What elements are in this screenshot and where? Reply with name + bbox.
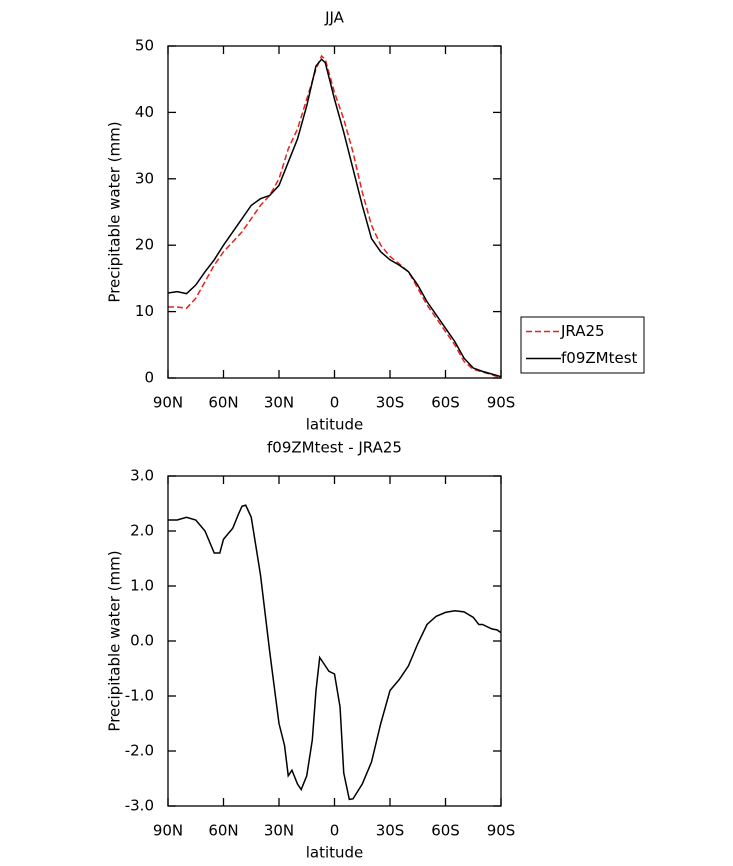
y-axis-label: Precipitable water (mm): [106, 121, 124, 302]
x-axis-label: latitude: [306, 416, 364, 434]
legend-label: f09ZMtest: [561, 349, 638, 367]
data-line: [167, 58, 502, 378]
y-tick-label: 1.0: [130, 577, 154, 595]
y-tick-label: -2.0: [125, 742, 154, 760]
chart-title: JJA: [324, 9, 345, 27]
y-tick-label: 30: [135, 169, 154, 187]
x-tick-label: 60N: [208, 394, 238, 412]
legend-label: JRA25: [560, 322, 605, 340]
y-axis-label: Precipitable water (mm): [106, 550, 124, 731]
legend-box: [520, 316, 645, 374]
data-line: [168, 54, 502, 379]
x-tick-label: 90S: [487, 822, 516, 840]
x-tick-label: 60S: [431, 822, 460, 840]
x-tick-label: 30S: [376, 822, 405, 840]
y-tick-label: 0: [144, 369, 154, 387]
x-tick-label: 60S: [431, 394, 460, 412]
y-tick-label: 3.0: [130, 467, 154, 485]
x-tick-label: 30N: [264, 822, 294, 840]
x-tick-label: 30S: [376, 394, 405, 412]
y-tick-label: 40: [135, 103, 154, 121]
x-tick-label: 0: [330, 394, 340, 412]
x-axis-label: latitude: [306, 844, 364, 862]
y-tick-label: 10: [135, 302, 154, 320]
x-tick-label: 0: [330, 822, 340, 840]
plot-frame: [167, 475, 502, 807]
data-line: [168, 504, 502, 801]
y-tick-label: -3.0: [125, 797, 154, 815]
y-tick-label: 50: [135, 37, 154, 55]
y-tick-label: 2.0: [130, 522, 154, 540]
x-tick-label: 60N: [208, 822, 238, 840]
chart-title: f09ZMtest - JRA25: [267, 439, 402, 457]
y-tick-label: -1.0: [125, 687, 154, 705]
x-tick-label: 90S: [487, 394, 516, 412]
x-tick-label: 90N: [153, 822, 183, 840]
y-tick-label: 0.0: [130, 632, 154, 650]
plot-frame: [167, 45, 502, 379]
y-tick-label: 20: [135, 236, 154, 254]
x-tick-label: 30N: [264, 394, 294, 412]
x-tick-label: 90N: [153, 394, 183, 412]
